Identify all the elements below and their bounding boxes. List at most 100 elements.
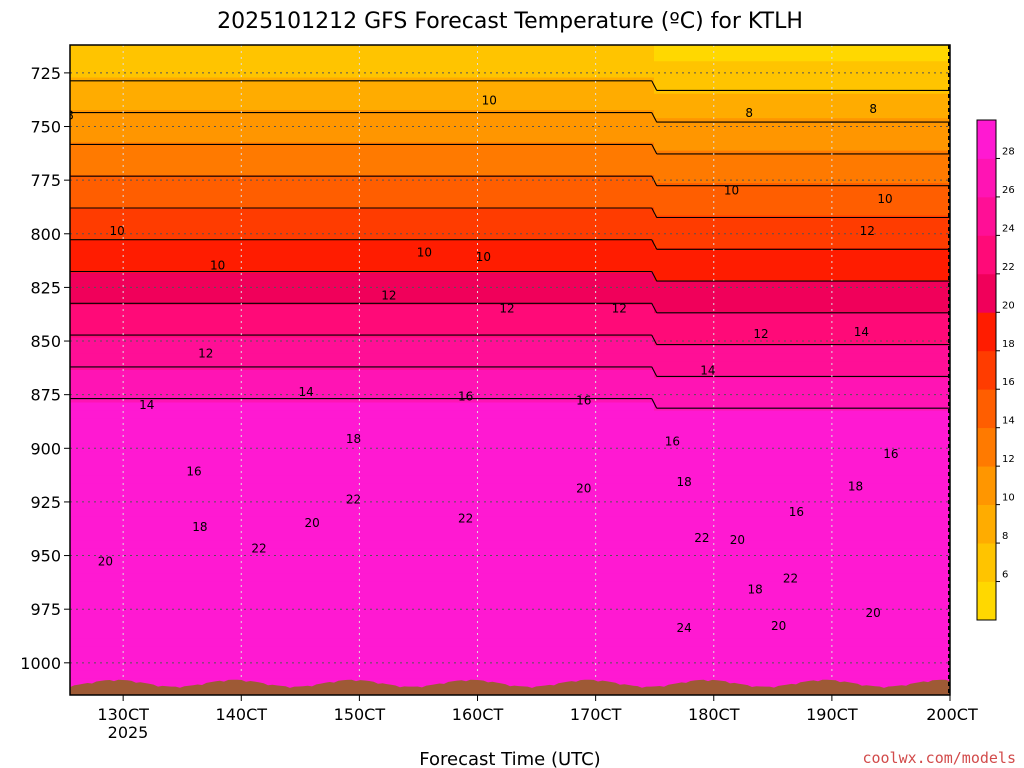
field-cell: [86, 126, 95, 135]
field-cell: [150, 630, 159, 639]
field-cell: [414, 581, 423, 590]
field-cell: [414, 638, 423, 647]
field-cell: [150, 589, 159, 599]
field-cell: [246, 280, 255, 290]
field-cell: [406, 288, 415, 298]
field-cell: [86, 240, 95, 249]
field-cell: [94, 638, 103, 647]
field-cell: [510, 418, 519, 428]
field-cell: [366, 118, 375, 127]
field-cell: [542, 589, 551, 599]
field-cell: [214, 435, 223, 444]
field-cell: [422, 418, 431, 428]
field-cell: [526, 313, 535, 322]
field-cell: [358, 370, 367, 379]
field-cell: [342, 118, 351, 127]
field-cell: [510, 459, 519, 469]
field-cell: [414, 589, 423, 599]
field-cell: [334, 313, 343, 322]
field-cell: [438, 313, 447, 322]
field-cell: [518, 183, 527, 192]
field-cell: [374, 443, 383, 452]
field-cell: [86, 142, 95, 152]
field-cell: [166, 402, 175, 412]
field-cell: [366, 158, 375, 168]
field-cell: [302, 459, 311, 469]
field-cell: [502, 61, 511, 70]
field-cell: [502, 248, 511, 257]
field-cell: [518, 532, 527, 542]
field-cell: [510, 69, 519, 79]
field-cell: [334, 435, 343, 444]
field-cell: [494, 272, 503, 282]
field-cell: [142, 110, 151, 119]
field-cell: [342, 215, 351, 225]
field-cell: [286, 532, 295, 542]
field-cell: [78, 613, 87, 623]
field-cell: [118, 516, 127, 525]
field-cell: [182, 53, 191, 62]
field-cell: [310, 654, 319, 664]
field-cell: [430, 110, 439, 119]
field-cell: [566, 142, 575, 152]
field-cell: [262, 467, 271, 477]
field-cell: [158, 93, 167, 103]
field-cell: [350, 142, 359, 152]
field-cell: [358, 361, 367, 371]
field-cell: [518, 313, 527, 322]
field-cell: [94, 305, 103, 314]
field-cell: [422, 118, 431, 127]
field-cell: [110, 345, 119, 355]
field-cell: [350, 410, 359, 420]
field-cell: [270, 118, 279, 127]
field-cell: [398, 459, 407, 469]
field-cell: [222, 467, 231, 477]
field-cell: [190, 101, 199, 111]
field-cell: [126, 53, 135, 62]
field-cell: [270, 53, 279, 62]
field-cell: [510, 443, 519, 452]
field-cell: [278, 158, 287, 168]
field-cell: [286, 581, 295, 590]
field-cell: [310, 158, 319, 168]
field-cell: [326, 240, 335, 249]
field-cell: [374, 508, 383, 517]
field-cell: [374, 573, 383, 582]
field-cell: [158, 532, 167, 542]
field-cell: [310, 630, 319, 639]
field-cell: [382, 459, 391, 469]
field-cell: [286, 621, 295, 631]
field-cell: [190, 402, 199, 412]
field-cell: [102, 175, 111, 184]
field-cell: [478, 573, 487, 582]
field-cell: [550, 678, 559, 688]
field-cell: [230, 256, 239, 265]
field-cell: [294, 191, 303, 200]
field-cell: [70, 410, 79, 420]
field-cell: [206, 532, 215, 542]
field-cell: [446, 589, 455, 599]
field-cell: [446, 215, 455, 225]
field-cell: [94, 386, 103, 395]
field-cell: [334, 288, 343, 298]
field-cell: [542, 532, 551, 542]
field-cell: [406, 573, 415, 582]
field-cell: [486, 670, 495, 680]
field-cell: [238, 654, 247, 664]
field-cell: [470, 418, 479, 428]
field-cell: [302, 85, 311, 95]
field-cell: [94, 183, 103, 192]
field-cell: [566, 93, 575, 103]
field-cell: [118, 166, 127, 176]
field-cell: [510, 597, 519, 607]
field-cell: [526, 500, 535, 509]
field-cell: [142, 231, 151, 241]
field-cell: [238, 93, 247, 103]
field-cell: [358, 532, 367, 542]
field-cell: [318, 573, 327, 582]
field-cell: [286, 337, 295, 347]
field-cell: [526, 426, 535, 436]
field-cell: [230, 248, 239, 257]
field-cell: [454, 134, 463, 144]
field-cell: [374, 280, 383, 290]
